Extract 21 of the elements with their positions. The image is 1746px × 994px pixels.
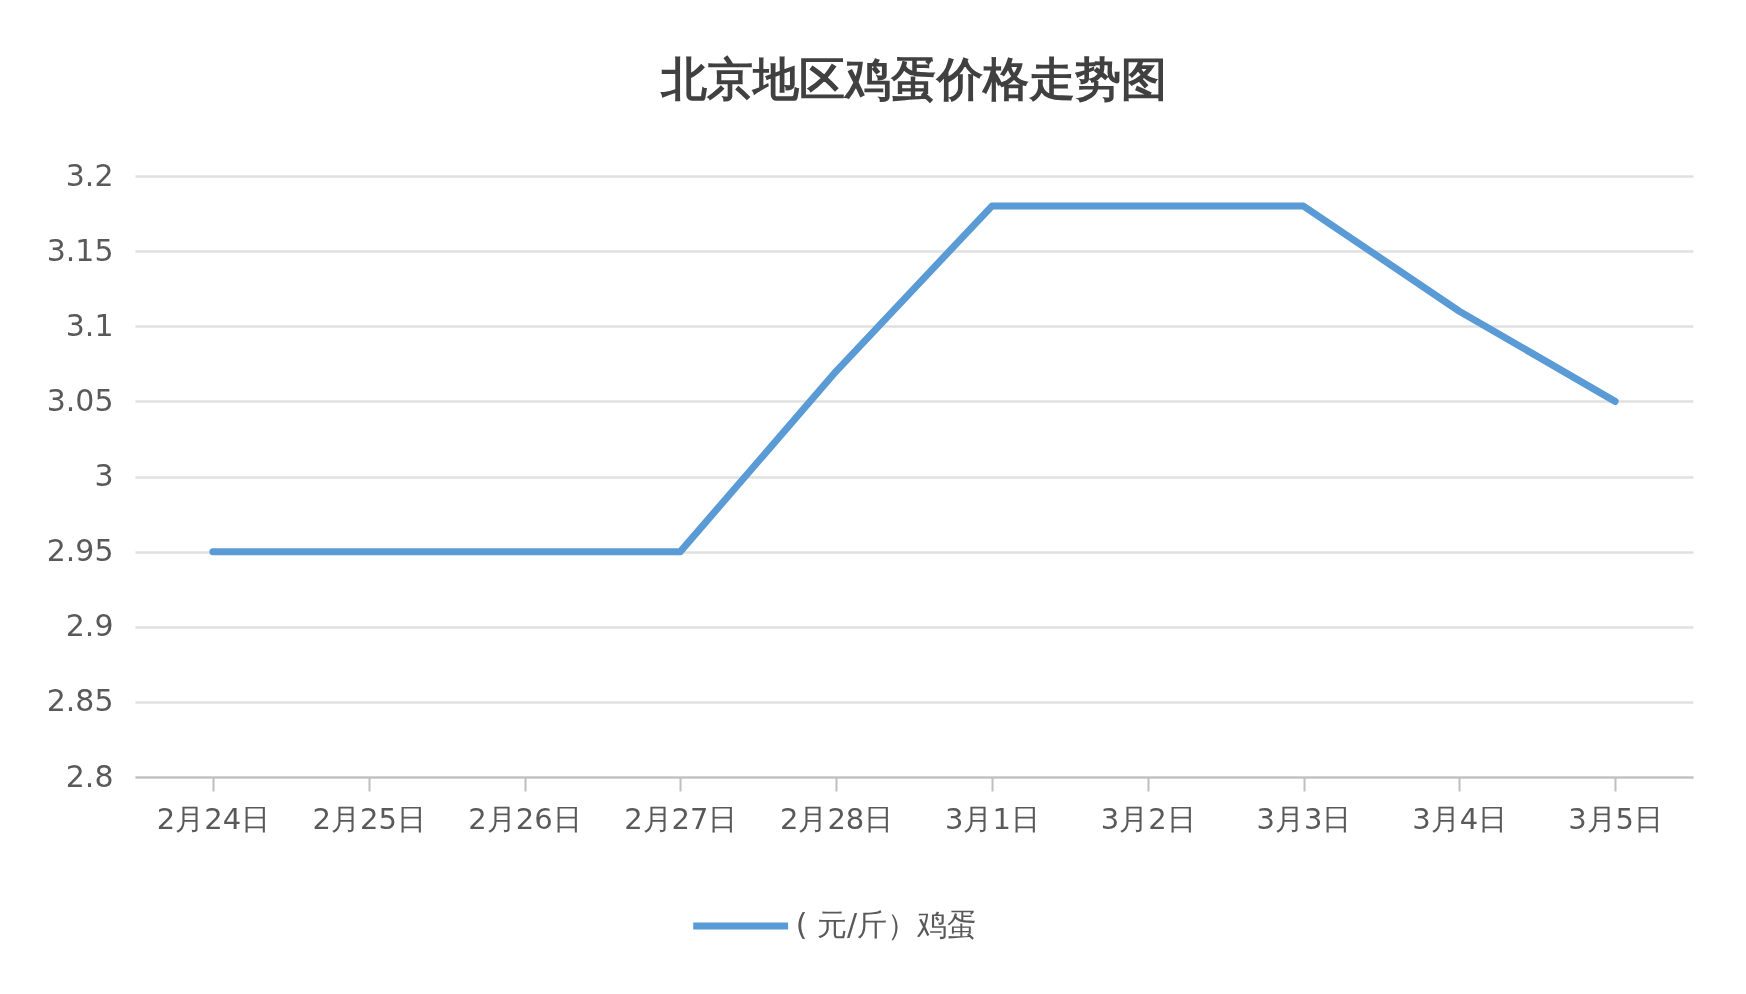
x-tick-label: 3月4日: [1412, 801, 1508, 836]
x-tick-label: 3月5日: [1568, 801, 1664, 836]
y-tick-label: 2.85: [46, 683, 114, 719]
y-tick-label: 3: [94, 458, 114, 493]
x-tick-label: 3月2日: [1100, 801, 1196, 836]
x-tick-label: 2月26日: [468, 801, 582, 836]
x-tick-label: 2月24日: [156, 801, 271, 836]
x-tick-label: 2月28日: [779, 801, 894, 836]
x-tick-label: 3月1日: [944, 801, 1040, 836]
x-tick-label: 3月3日: [1256, 801, 1352, 836]
y-tick-label: 2.95: [46, 533, 114, 569]
y-tick-label: 2.8: [65, 758, 114, 794]
chart-title: 北京地区鸡蛋价格走势图: [660, 52, 1167, 106]
x-tick-label: 2月27日: [624, 801, 738, 836]
x-tick-label: 2月25日: [312, 801, 426, 836]
legend-label: ( 元/斤）鸡蛋: [795, 907, 978, 942]
y-tick-label: 3.15: [46, 232, 114, 268]
y-tick-label: 2.9: [65, 608, 114, 644]
y-tick-label: 3.2: [65, 157, 114, 193]
y-tick-label: 3.05: [46, 382, 114, 418]
y-tick-label: 3.1: [65, 307, 114, 343]
